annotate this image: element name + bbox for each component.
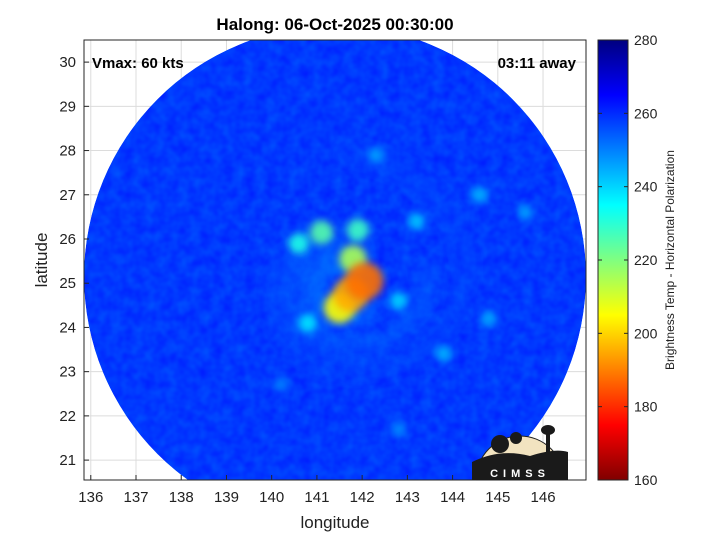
convective-cell <box>389 291 408 311</box>
y-tick-label: 23 <box>59 364 76 381</box>
chart-title: Halong: 06-Oct-2025 00:30:00 <box>216 15 453 34</box>
x-tick-label: 142 <box>350 489 375 506</box>
colorbar-tick-label: 200 <box>634 325 658 341</box>
colorbar-tick-label: 180 <box>634 399 658 415</box>
time-away-annotation: 03:11 away <box>498 55 577 72</box>
y-tick-label: 25 <box>59 275 76 292</box>
x-tick-label: 145 <box>485 489 510 506</box>
x-tick-label: 137 <box>123 489 148 506</box>
x-tick-label: 143 <box>395 489 420 506</box>
logo-tower-icon <box>546 434 550 456</box>
x-tick-label: 146 <box>531 489 556 506</box>
logo-tank-icon <box>541 425 555 435</box>
convective-cell <box>298 313 318 333</box>
y-axis-ticks: 21 22 23 24 25 26 27 28 29 30 <box>59 54 89 469</box>
x-tick-label: 141 <box>304 489 329 506</box>
y-tick-label: 22 <box>59 408 76 425</box>
colorbar-tick-label: 220 <box>634 252 658 268</box>
logo-hill <box>472 450 568 480</box>
colorbar-tick-label: 280 <box>634 32 658 48</box>
x-tick-label: 139 <box>214 489 239 506</box>
y-axis-label: latitude <box>32 233 51 288</box>
colorbar-tick-label: 160 <box>634 472 658 488</box>
x-tick-label: 138 <box>169 489 194 506</box>
colorbar <box>597 39 629 481</box>
y-tick-label: 27 <box>59 187 76 204</box>
x-tick-label: 136 <box>78 489 103 506</box>
convective-cell <box>273 377 288 393</box>
x-tick-label: 140 <box>259 489 284 506</box>
convective-cell <box>471 186 489 204</box>
y-tick-label: 29 <box>59 98 76 115</box>
y-tick-label: 28 <box>59 143 76 160</box>
vmax-annotation: Vmax: 60 kts <box>92 55 184 72</box>
convective-cell <box>288 232 310 255</box>
convective-cell <box>516 204 533 221</box>
convective-cell <box>435 345 452 363</box>
y-tick-label: 21 <box>59 452 76 469</box>
axes-frame <box>83 39 587 481</box>
y-tick-label: 24 <box>59 319 76 336</box>
convective-cell <box>480 310 497 327</box>
colorbar-ticks: 160 180 200 220 240 260 280 <box>598 32 658 488</box>
convective-cell <box>309 220 334 245</box>
rain-band <box>269 149 469 373</box>
convective-cell <box>346 218 369 242</box>
cimss-logo: CIMSS <box>472 425 568 481</box>
convective-cells <box>273 146 533 437</box>
colorbar-label: Brightness Temp - Horizontal Polarizatio… <box>663 150 677 370</box>
x-axis-label: longitude <box>300 513 369 532</box>
rain-band <box>283 241 434 352</box>
logo-dish-icon-2 <box>510 432 522 444</box>
y-tick-label: 26 <box>59 231 76 248</box>
brightness-temp-swath <box>84 40 586 480</box>
colorbar-tick-label: 260 <box>634 105 658 121</box>
x-tick-label: 144 <box>440 489 465 506</box>
y-tick-label: 30 <box>59 54 76 71</box>
convective-cell <box>345 262 384 300</box>
logo-text: CIMSS <box>490 468 550 480</box>
logo-dish-icon <box>491 435 509 453</box>
colorbar-tick-label: 240 <box>634 179 658 195</box>
x-axis-ticks: 136 137 138 139 140 141 142 143 144 145 146 <box>78 475 556 506</box>
convective-cell <box>367 146 384 163</box>
convective-cell <box>407 212 426 231</box>
convective-cell <box>390 421 406 437</box>
